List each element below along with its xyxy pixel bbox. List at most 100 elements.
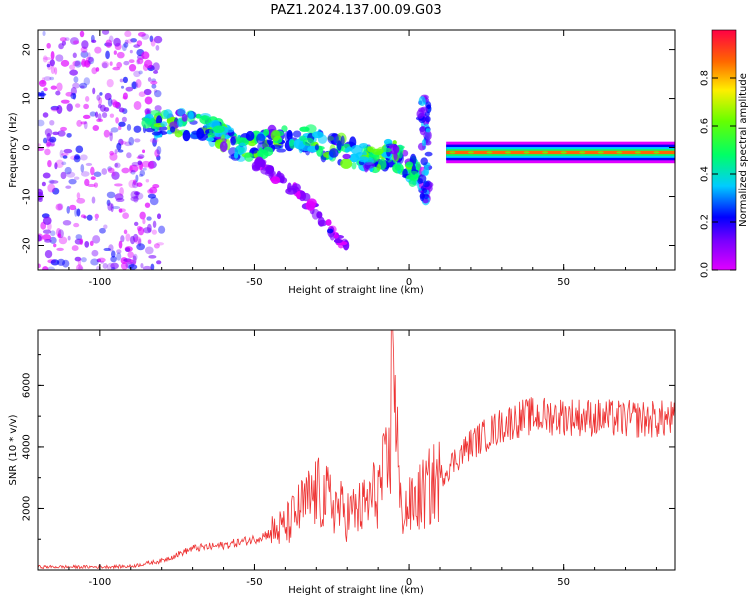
noise-blob xyxy=(38,263,41,269)
noise-blob xyxy=(103,107,110,112)
noise-blob xyxy=(133,125,142,133)
noise-blob xyxy=(107,97,113,107)
noise-blob xyxy=(114,162,121,169)
branch-blob xyxy=(264,170,275,177)
noise-blob xyxy=(156,242,165,246)
noise-blob xyxy=(121,167,130,174)
noise-blob xyxy=(154,105,162,112)
noise-blob xyxy=(137,32,146,37)
noise-blob xyxy=(64,37,70,42)
branch-blob xyxy=(317,216,325,227)
noise-blob xyxy=(144,246,154,255)
noise-blob xyxy=(72,52,77,59)
branch-blob xyxy=(333,238,343,244)
noise-blob xyxy=(135,174,139,183)
track-blob xyxy=(405,174,418,180)
noise-blob xyxy=(105,39,113,48)
track-blob xyxy=(351,161,357,170)
noise-blob xyxy=(92,124,100,131)
noise-blob xyxy=(152,137,157,147)
noise-blob xyxy=(74,208,78,217)
spectrogram-frame xyxy=(37,29,676,271)
noise-blob xyxy=(147,239,152,245)
noise-blob xyxy=(66,103,73,112)
noise-blob xyxy=(57,233,62,238)
noise-blob xyxy=(130,190,139,199)
noise-blob xyxy=(115,197,125,203)
noise-blob xyxy=(92,235,101,244)
branch-blob xyxy=(305,200,316,211)
noise-blob xyxy=(111,205,121,210)
noise-blob xyxy=(93,182,99,188)
vertical-blob xyxy=(418,96,426,107)
noise-blob xyxy=(153,89,158,93)
carrier-blob xyxy=(653,151,660,154)
noise-blob xyxy=(70,92,77,100)
noise-blob xyxy=(84,178,90,187)
noise-blob xyxy=(127,251,134,259)
noise-blob xyxy=(99,92,103,96)
noise-blob xyxy=(46,42,51,49)
track-blob xyxy=(276,148,287,153)
noise-blob xyxy=(55,54,64,62)
noise-blob xyxy=(143,88,152,96)
carrier-blob xyxy=(505,151,512,154)
noise-blob xyxy=(85,162,93,167)
noise-blob xyxy=(133,70,141,78)
snr-x-label: Height of straight line (km) xyxy=(288,585,424,596)
noise-blob xyxy=(90,258,99,266)
noise-blob xyxy=(69,204,77,211)
noise-blob xyxy=(139,211,146,220)
noise-blob xyxy=(65,185,72,189)
noise-blob xyxy=(109,131,113,136)
track-blob xyxy=(349,136,357,148)
vertical-blob xyxy=(420,157,428,166)
noise-blob xyxy=(49,236,57,244)
vertical-blob xyxy=(420,106,428,114)
noise-blob xyxy=(144,59,153,69)
noise-blob xyxy=(149,35,154,43)
spectrogram-heatmap xyxy=(38,30,675,270)
snr-ticks: -100 -50 0 50 2000 4000 6000 xyxy=(22,330,675,588)
noise-blob xyxy=(69,37,79,45)
noise-blob xyxy=(134,191,140,196)
carrier-blob xyxy=(449,151,456,154)
x-tick-label: 0 xyxy=(406,277,412,288)
noise-blob xyxy=(91,39,97,44)
noise-blob xyxy=(122,76,128,84)
noise-blob xyxy=(71,245,79,252)
noise-blob xyxy=(154,90,162,98)
track-blob xyxy=(188,111,194,120)
vertical-blob xyxy=(423,193,429,200)
noise-blob xyxy=(91,67,98,75)
noise-blob xyxy=(147,160,155,170)
noise-blob xyxy=(43,87,48,92)
noise-blob xyxy=(123,229,128,235)
x-tick-label: -100 xyxy=(88,277,111,288)
noise-blob xyxy=(59,149,64,158)
noise-blob xyxy=(55,90,61,96)
noise-blob xyxy=(50,105,60,111)
noise-blob xyxy=(93,171,102,177)
noise-blob xyxy=(97,257,106,263)
track-blob xyxy=(189,133,200,140)
noise-blob xyxy=(44,239,52,243)
noise-blob xyxy=(38,234,42,242)
noise-blob xyxy=(46,63,51,68)
noise-blob xyxy=(80,121,87,125)
noise-blob xyxy=(124,141,132,147)
noise-blob xyxy=(101,112,108,118)
noise-blob xyxy=(38,147,45,151)
vertical-blob xyxy=(424,151,433,157)
noise-blob xyxy=(42,234,52,241)
track-blob xyxy=(298,141,304,154)
noise-blob xyxy=(144,108,152,115)
branch-blob xyxy=(255,158,261,170)
noise-blob xyxy=(99,227,106,234)
track-blob xyxy=(281,125,288,133)
noise-blob xyxy=(68,178,77,185)
track-blob xyxy=(169,126,176,133)
noise-blob xyxy=(146,216,152,221)
x-tick-label: 0 xyxy=(406,577,412,588)
noise-blob xyxy=(38,143,41,147)
